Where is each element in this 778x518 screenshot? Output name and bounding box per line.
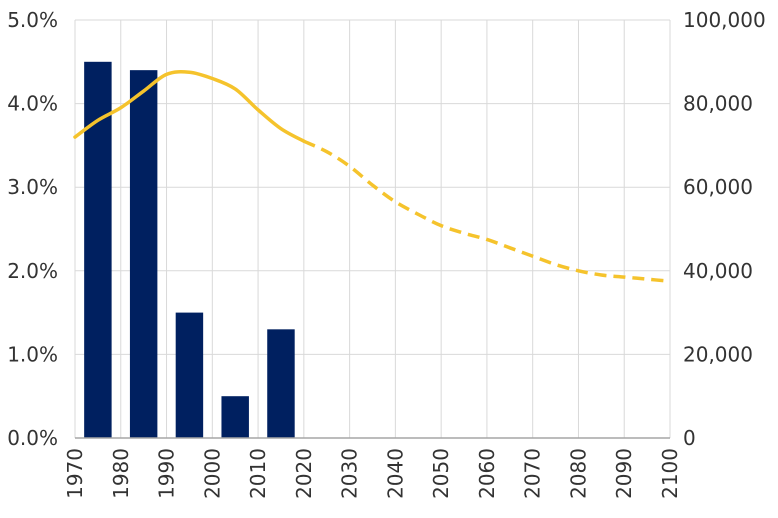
x-tick-label: 2050: [429, 448, 453, 499]
x-tick-label: 1970: [63, 448, 87, 499]
y-tick-label: 2.0%: [7, 259, 58, 283]
x-axis-labels: 1970 1980 1990 2000 2010 2020 2030 2040 2050 2060…: [63, 448, 682, 499]
y-tick-label: 0.0%: [7, 426, 58, 450]
bar: [267, 329, 295, 438]
line-historical: [73, 70, 306, 143]
x-tick-label: 2020: [292, 448, 316, 499]
x-tick-label: 2100: [658, 448, 682, 499]
bar: [129, 70, 158, 438]
gridlines: [74, 19, 671, 439]
x-tick-label: 1990: [155, 448, 179, 499]
x-tick-label: 2010: [246, 448, 270, 499]
y2-tick-label: 60,000: [683, 175, 753, 199]
x-tick-label: 2080: [566, 448, 590, 499]
x-tick-label: 2060: [475, 448, 499, 499]
y-tick-label: 3.0%: [7, 175, 58, 199]
y2-tick-label: 20,000: [683, 342, 753, 366]
y-tick-label: 5.0%: [7, 8, 58, 32]
x-tick-label: 2070: [521, 448, 545, 499]
bar-series: [84, 61, 295, 439]
line-projected: [303, 139, 671, 283]
bar: [175, 312, 204, 438]
y2-tick-label: 0: [683, 426, 696, 450]
y-tick-label: 4.0%: [7, 92, 58, 116]
x-tick-label: 1980: [109, 448, 133, 499]
x-tick-label: 2040: [383, 448, 407, 499]
x-tick-label: 2000: [200, 448, 224, 499]
bar: [84, 61, 112, 439]
x-tick-label: 2030: [338, 448, 362, 499]
y-tick-label: 1.0%: [7, 342, 58, 366]
y2-tick-label: 80,000: [683, 92, 753, 116]
x-tick-label: 2090: [612, 448, 636, 499]
y-axis-right-labels: 0 20,000 40,000 60,000 80,000 100,000: [683, 8, 766, 450]
y2-tick-label: 40,000: [683, 259, 753, 283]
y2-tick-label: 100,000: [683, 8, 766, 32]
bar: [221, 396, 249, 438]
y-axis-left-labels: 0.0% 1.0% 2.0% 3.0% 4.0% 5.0%: [7, 8, 58, 450]
line-series: [73, 70, 671, 283]
